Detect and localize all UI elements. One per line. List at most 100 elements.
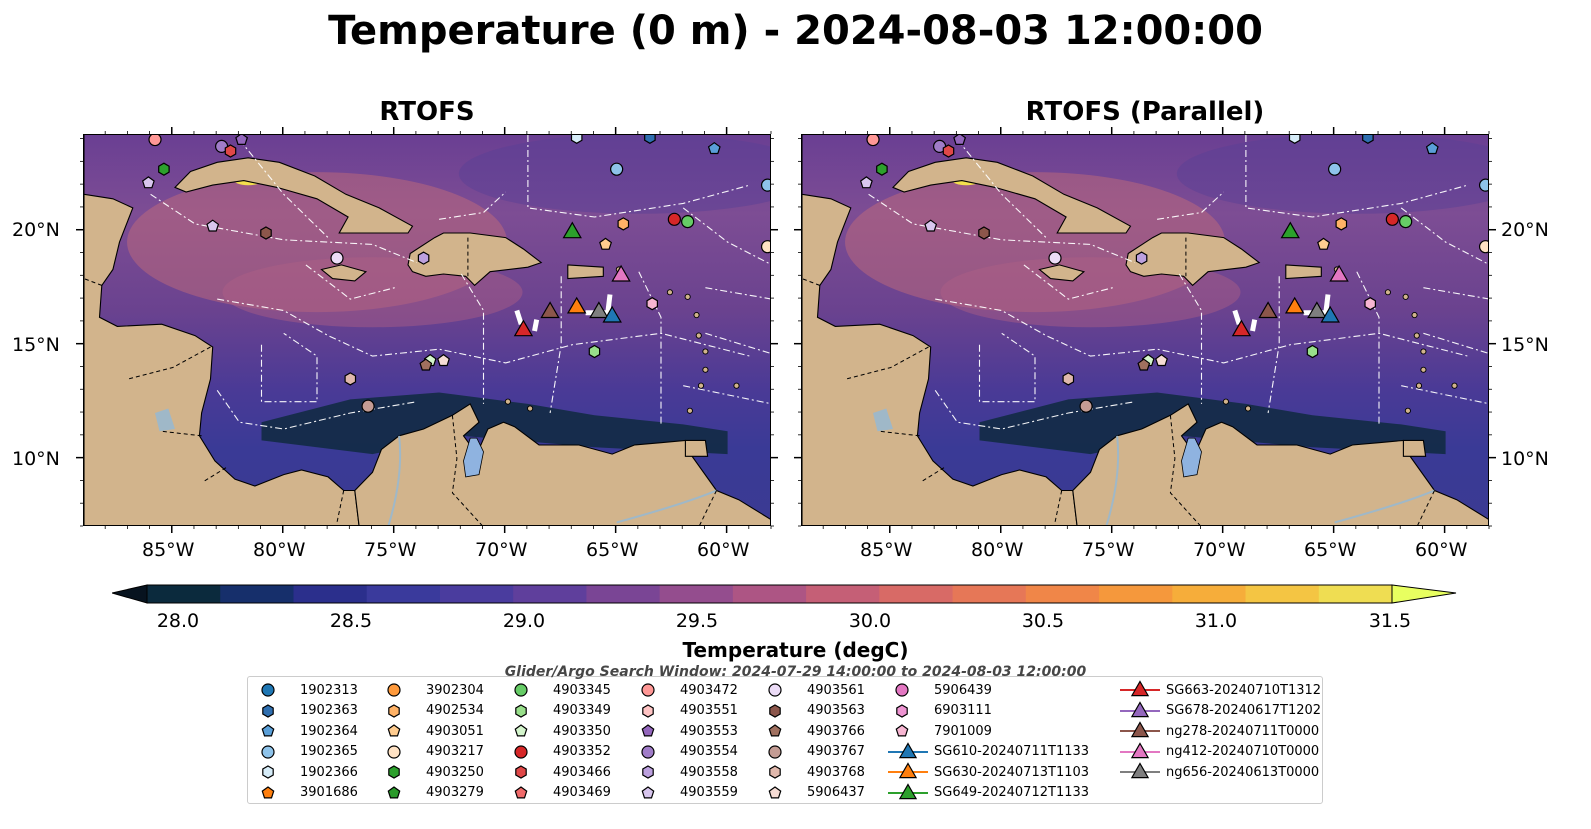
legend-circle-marker [514, 744, 528, 759]
glider-track [532, 319, 540, 332]
legend-item: 4903561 [757, 680, 865, 700]
triangle-marker-icon [1120, 680, 1160, 697]
legend-label: 4903554 [680, 744, 738, 759]
argo-float-marker [1062, 372, 1075, 386]
colorbar-segment [220, 585, 295, 603]
glider-track [1250, 319, 1258, 332]
small-island [1222, 398, 1229, 405]
map-panel-rtofs[interactable] [83, 134, 771, 526]
river [387, 435, 402, 525]
eez-boundary [705, 287, 770, 300]
legend-pentagon-marker [261, 724, 275, 737]
figure-title: Temperature (0 m) - 2024-08-03 12:00:00 [328, 8, 1263, 54]
glider-track [514, 309, 524, 325]
land-cuba [174, 157, 414, 234]
colorbar [112, 584, 1457, 604]
legend-triangle-marker [898, 741, 918, 758]
argo-float-marker [953, 135, 967, 145]
legend-label: 4903250 [426, 764, 484, 780]
legend-circle-marker [514, 683, 528, 697]
legend-item: 4903554 [630, 742, 738, 762]
hexagon-marker-icon [642, 765, 654, 779]
small-island [1420, 348, 1427, 355]
eez-boundary [868, 193, 1136, 264]
legend-label: 4903768 [807, 764, 865, 780]
argo-float-marker [644, 135, 656, 144]
argo-float-marker [1335, 217, 1348, 231]
triangle-marker-icon [1120, 721, 1160, 738]
glider-marker [1231, 319, 1252, 337]
colorbar-tick-28-0: 28.0 [156, 610, 200, 632]
legend-pentagon-marker [261, 785, 275, 798]
colorbar-tick-29-0: 29.0 [502, 610, 546, 632]
legend-pentagon-marker [895, 724, 909, 737]
legend-label: 7901009 [934, 723, 992, 739]
argo-float-marker [1137, 358, 1151, 371]
argo-float-marker [141, 176, 155, 189]
argo-float-marker [924, 219, 938, 232]
colorbar-over-arrow [1391, 584, 1457, 604]
argo-float-marker [1364, 297, 1377, 311]
legend-circle-marker [641, 744, 655, 759]
legend-hexagon-marker [896, 703, 908, 718]
search-window-text: Glider/Argo Search Window: 2024-07-29 14… [504, 664, 1087, 680]
eez-boundary [683, 385, 770, 405]
glider-track [1232, 309, 1242, 325]
lon-label-75w-parallel: 75°W [1082, 539, 1135, 561]
legend-hexagon-marker [515, 703, 527, 718]
small-island [693, 311, 700, 319]
argo-float-marker [1328, 162, 1342, 176]
legend-item: 1902313 [250, 680, 358, 700]
eez-boundary [217, 298, 750, 364]
legend-circle-marker [387, 683, 401, 697]
glider-marker [1329, 264, 1349, 282]
colorbar-tick-28-5: 28.5 [329, 610, 373, 632]
lon-label-60w: 60°W [697, 539, 750, 561]
legend-item: 4903350 [503, 721, 611, 741]
argo-float-marker [599, 237, 613, 250]
argo-float-marker [707, 141, 721, 155]
argo-float-marker [330, 251, 344, 265]
small-island [1420, 366, 1427, 373]
legend-circle-marker [641, 683, 655, 697]
legend-item: 4903553 [630, 721, 738, 741]
lon-label-80w-parallel: 80°W [971, 539, 1024, 561]
argo-float-marker [1306, 344, 1319, 359]
panel-title-rtofs: RTOFS [379, 97, 475, 127]
eez-boundary [439, 191, 507, 220]
legend-item: 3901686 [250, 783, 358, 803]
eez-boundary [978, 332, 1036, 403]
map-panel-rtofs-parallel[interactable] [801, 134, 1489, 526]
eez-boundary [638, 271, 662, 425]
colorbar-segment [1318, 585, 1393, 603]
pentagon-marker-icon [261, 724, 275, 737]
land-southamerica [1072, 403, 1488, 525]
legend-hexagon-marker [642, 765, 654, 779]
panel-title-rtofs-parallel: RTOFS (Parallel) [1025, 97, 1265, 127]
argo-float-marker [1478, 240, 1488, 254]
colorbar-label: Temperature (degC) [682, 638, 909, 662]
colorbar-tick-29-5: 29.5 [675, 610, 719, 632]
triangle-marker-icon [1120, 700, 1160, 717]
legend-hexagon-marker [515, 765, 527, 779]
colorbar-outline [146, 584, 1393, 604]
colorbar-under-arrow [112, 584, 148, 604]
colorbar-segment [147, 585, 221, 603]
legend-label: 4903472 [680, 682, 738, 698]
legend-triangle-marker [1130, 721, 1150, 738]
glider-marker [562, 221, 582, 239]
colorbar-segment [732, 585, 807, 603]
country-border [451, 415, 483, 525]
lon-label-60w-parallel: 60°W [1415, 539, 1468, 561]
argo-float-marker [1288, 135, 1301, 144]
legend-label: 1902313 [300, 682, 358, 698]
argo-float-marker [760, 240, 770, 254]
argo-float-marker [1079, 399, 1093, 413]
argo-float-marker [224, 144, 237, 158]
legend-item: 1902364 [250, 721, 358, 741]
argo-float-marker [859, 176, 873, 189]
small-island [702, 366, 709, 373]
glider-marker [566, 296, 587, 314]
argo-float-marker [1385, 212, 1399, 226]
legend-item: 4903469 [503, 783, 611, 803]
